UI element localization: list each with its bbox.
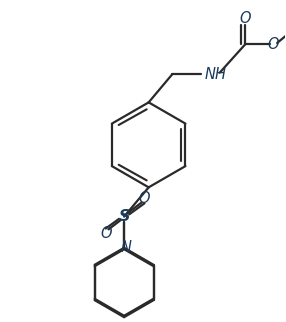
Text: O: O [268,37,279,52]
Text: NH: NH [204,67,226,82]
Text: O: O [100,226,112,241]
Text: N: N [121,240,132,255]
Text: O: O [239,12,251,26]
Text: O: O [139,191,150,206]
Text: S: S [118,209,130,224]
